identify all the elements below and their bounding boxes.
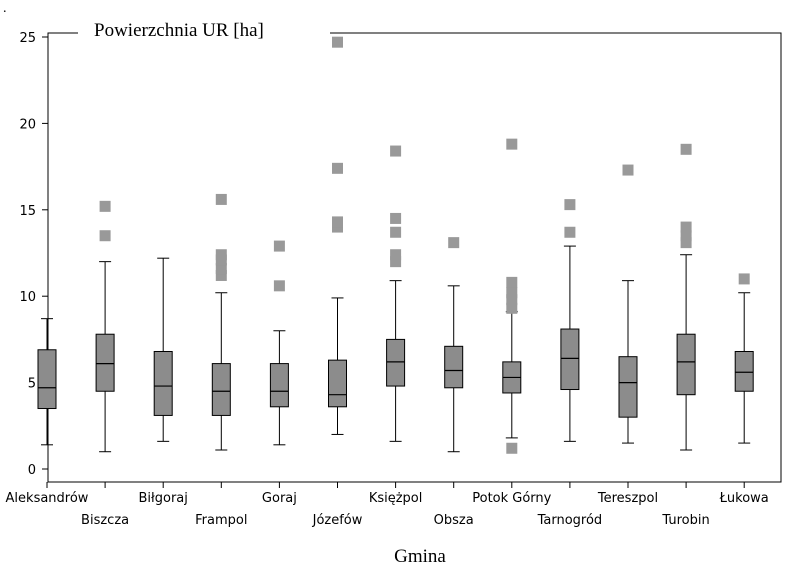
box [676,333,696,396]
y-tick-label: 0 [28,463,36,478]
x-tick-label: Goraj [262,491,297,506]
outlier-point [99,200,111,212]
x-tick-label: Potok Górny [472,491,551,506]
outlier-point [215,249,227,261]
box [269,363,289,408]
chart-title: Powierzchnia UR [ha] [94,20,264,41]
outlier-point [506,138,518,150]
outlier-point [273,240,285,252]
x-axis-title: Gmina [394,546,446,567]
outlier-point [273,280,285,292]
outlier-point [215,269,227,281]
outlier-point [390,249,402,261]
y-tick-label: 5 [28,377,36,392]
y-tick-label: 15 [19,204,36,219]
outlier-point [390,226,402,238]
outlier-point [564,226,576,238]
outlier-point [564,199,576,211]
outlier-point [680,237,692,249]
outlier-point [332,36,343,48]
axes: 0 5 10 15 20 25 Aleksandrów Biszcza Biłgoraj Fram… [6,31,782,528]
x-tick-label: Biszcza [81,513,129,528]
outlier-point [680,221,692,233]
x-tick-label: Aleksandrów [6,491,89,506]
outlier-point [332,162,343,174]
x-tick-label: Biłgoraj [139,491,188,506]
box [734,350,754,392]
x-tick-label: Łukowa [719,491,769,506]
y-tick-label: 25 [19,31,36,46]
outlier-point [738,273,750,285]
plot-frame [47,32,782,483]
outlier-point [390,256,402,268]
x-tick-label: Turobin [661,513,709,528]
boxes [37,36,754,454]
y-tick-label: 20 [19,117,36,132]
x-tick-label: Frampol [195,513,247,528]
box [618,356,638,418]
x-tick-label: Obsza [434,513,474,528]
outlier-point [215,263,227,275]
box [386,338,406,387]
outlier-point [506,302,518,314]
box [95,333,115,392]
outlier-point [506,294,518,306]
title-background [78,14,330,44]
outlier-point [215,193,227,205]
outlier-point [506,287,518,299]
x-tick-label: Józefów [312,513,363,528]
box [560,328,580,391]
x-tick-label: Księżpol [369,491,423,506]
box [153,350,173,416]
box [444,345,464,389]
outlier-point [506,276,518,288]
x-tick-label: Tarnogród [537,513,603,528]
outlier-point [99,230,111,242]
outlier-point [680,230,692,242]
y-tick-label: 10 [19,290,36,305]
outlier-point [390,145,402,157]
outlier-point [680,143,692,155]
outlier-point [506,442,518,454]
outlier-point [448,237,460,249]
x-tick-label: Tereszpol [597,491,658,506]
outlier-point [390,212,402,224]
box [328,359,347,408]
box [37,349,57,410]
box [211,363,231,416]
outlier-point [332,216,343,228]
top-left-mark: . [3,1,7,16]
outlier-point [622,164,634,176]
